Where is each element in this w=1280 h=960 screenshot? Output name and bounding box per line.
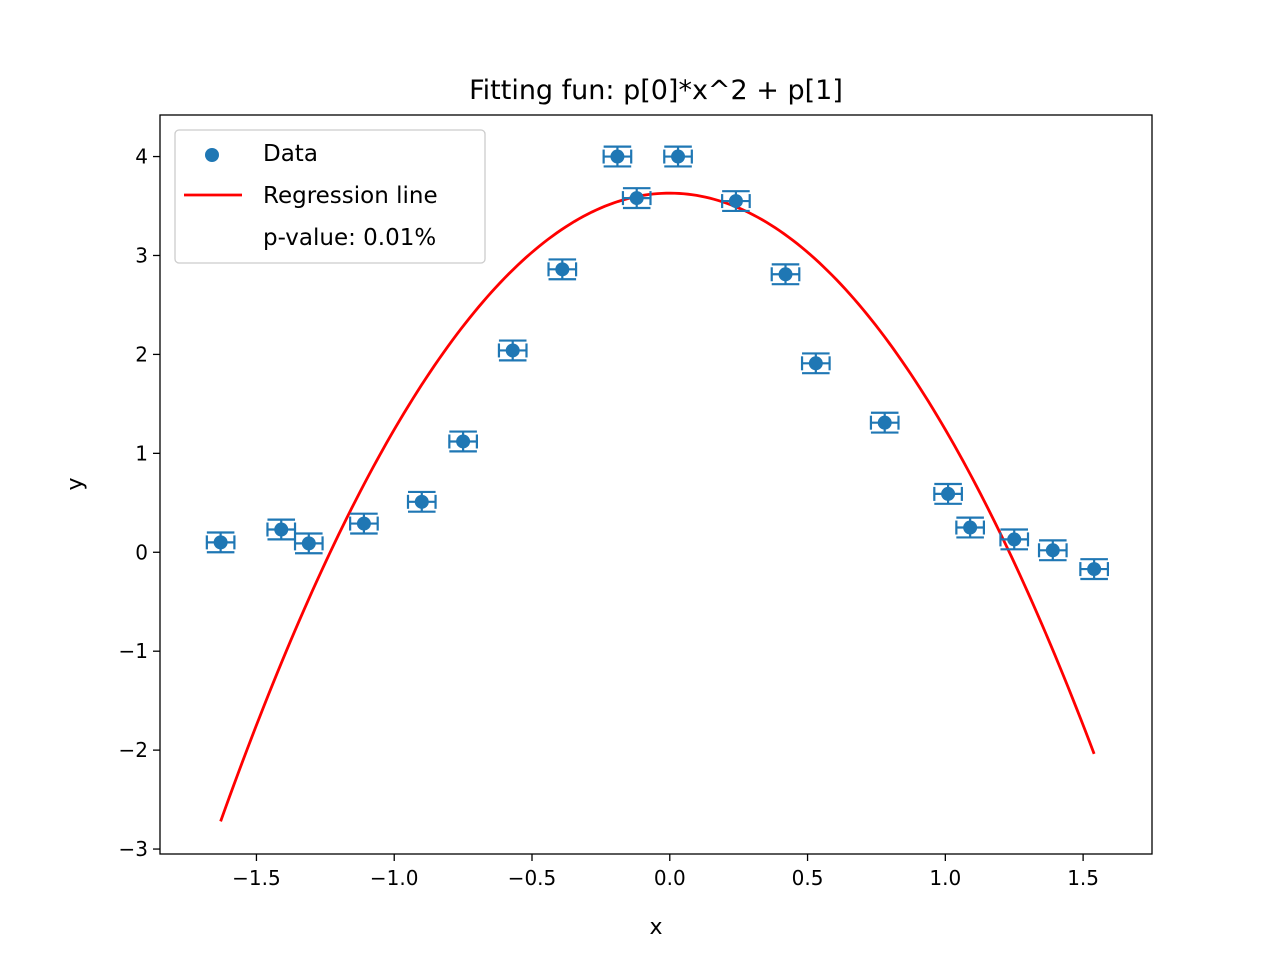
data-point-3	[349, 512, 379, 535]
data-marker	[213, 535, 228, 550]
data-marker	[414, 494, 429, 509]
regression-line	[219, 191, 1096, 822]
data-marker	[610, 149, 625, 164]
data-marker	[505, 343, 520, 358]
data-point-4	[406, 490, 437, 513]
data-point-0	[205, 531, 236, 554]
y-tick-label-3: 0	[135, 540, 148, 564]
y-tick-label-1: −2	[119, 738, 148, 762]
data-point-18	[1037, 539, 1068, 562]
data-marker	[941, 486, 956, 501]
y-axis: −3 −2 −1 0 1 2 3 4	[119, 145, 160, 861]
legend-label-data: Data	[263, 141, 318, 167]
data-marker	[356, 516, 371, 531]
y-tick-label-7: 4	[135, 145, 148, 169]
data-marker	[629, 191, 644, 206]
legend-label-regression: Regression line	[263, 183, 438, 209]
legend: Data Regression line p-value: 0.01%	[174, 129, 486, 264]
data-point-1	[266, 518, 297, 541]
data-point-6	[497, 339, 528, 362]
x-axis: −1.5 −1.0 −0.5 0.0 0.5 1.0 1.5	[232, 854, 1099, 890]
y-tick-label-6: 3	[135, 243, 148, 267]
data-marker	[671, 149, 686, 164]
data-point-8	[602, 145, 633, 168]
data-point-19	[1079, 558, 1110, 581]
x-tick-label-1: −1.0	[370, 866, 419, 890]
data-marker	[808, 356, 823, 371]
y-tick-label-0: −3	[119, 837, 148, 861]
x-tick-label-3: 0.0	[654, 866, 686, 890]
data-marker	[877, 415, 892, 430]
data-point-9	[621, 187, 652, 210]
data-marker	[1045, 543, 1060, 558]
data-marker	[456, 434, 471, 449]
data-point-13	[800, 352, 831, 375]
legend-frame	[174, 129, 486, 264]
data-marker	[1007, 532, 1022, 547]
data-point-11	[721, 190, 751, 213]
plot-area	[205, 145, 1110, 822]
data-point-16	[955, 516, 986, 539]
x-tick-label-0: −1.5	[232, 866, 281, 890]
data-point-12	[770, 263, 801, 286]
legend-label-pvalue: p-value: 0.01%	[263, 225, 436, 251]
data-marker	[778, 267, 793, 282]
data-point-15	[933, 482, 963, 505]
data-point-14	[869, 411, 900, 434]
y-tick-label-2: −1	[119, 639, 148, 663]
data-point-5	[448, 430, 478, 453]
axes-frame	[159, 114, 1153, 855]
x-tick-label-5: 1.0	[929, 866, 961, 890]
data-marker	[555, 262, 570, 277]
legend-data-marker	[205, 148, 219, 162]
chart-title: Fitting fun: p[0]*x^2 + p[1]	[469, 75, 843, 106]
y-tick-label-4: 1	[135, 441, 148, 465]
data-point-2	[293, 532, 324, 555]
data-marker	[963, 520, 978, 535]
x-tick-label-2: −0.5	[508, 866, 557, 890]
data-marker	[274, 522, 289, 537]
data-point-17	[999, 528, 1030, 551]
data-marker	[1087, 562, 1102, 577]
y-axis-label: y	[63, 477, 88, 490]
data-marker	[728, 194, 743, 209]
data-marker	[301, 536, 316, 551]
data-point-10	[663, 145, 693, 168]
y-tick-label-5: 2	[135, 342, 148, 366]
x-axis-label: x	[649, 915, 662, 940]
x-tick-label-6: 1.5	[1067, 866, 1099, 890]
x-tick-label-4: 0.5	[792, 866, 824, 890]
data-point-7	[547, 258, 578, 281]
